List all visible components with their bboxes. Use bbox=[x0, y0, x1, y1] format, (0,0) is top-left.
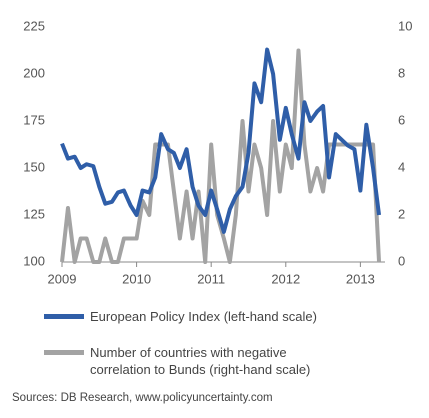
y2-tick-label: 8 bbox=[398, 65, 405, 80]
x-tick-label: 2012 bbox=[271, 271, 300, 286]
y2-tick-label: 0 bbox=[398, 253, 405, 268]
source-note: Sources: DB Research, www.policyuncertai… bbox=[12, 392, 273, 404]
y2-tick-label: 4 bbox=[398, 159, 405, 174]
y-tick-label: 125 bbox=[23, 206, 45, 221]
legend-item: European Policy Index (left-hand scale) bbox=[44, 308, 410, 325]
legend-swatch bbox=[44, 314, 84, 319]
y-tick-label: 225 bbox=[23, 18, 45, 33]
y-tick-label: 100 bbox=[23, 253, 45, 268]
legend-item: Number of countries with negative correl… bbox=[44, 344, 350, 378]
x-tick-label: 2011 bbox=[197, 271, 225, 286]
y-tick-label: 200 bbox=[23, 65, 45, 80]
y2-tick-label: 10 bbox=[398, 18, 412, 33]
y-tick-label: 150 bbox=[23, 159, 45, 174]
y2-tick-label: 2 bbox=[398, 206, 405, 221]
legend-label: European Policy Index (left-hand scale) bbox=[90, 309, 317, 324]
y-tick-label: 175 bbox=[23, 112, 45, 127]
x-tick-label: 2009 bbox=[48, 271, 77, 286]
series-line bbox=[60, 47, 382, 234]
chart: 100 125 150 175 200 225 0 2 4 6 8 10 2009 2010 2011 201… bbox=[23, 18, 412, 286]
legend-swatch bbox=[44, 350, 84, 355]
legend-label: Number of countries with negative correl… bbox=[90, 345, 311, 377]
y2-tick-label: 6 bbox=[398, 112, 405, 127]
x-tick-label: 2013 bbox=[346, 271, 375, 286]
x-tick-label: 2010 bbox=[122, 271, 151, 286]
